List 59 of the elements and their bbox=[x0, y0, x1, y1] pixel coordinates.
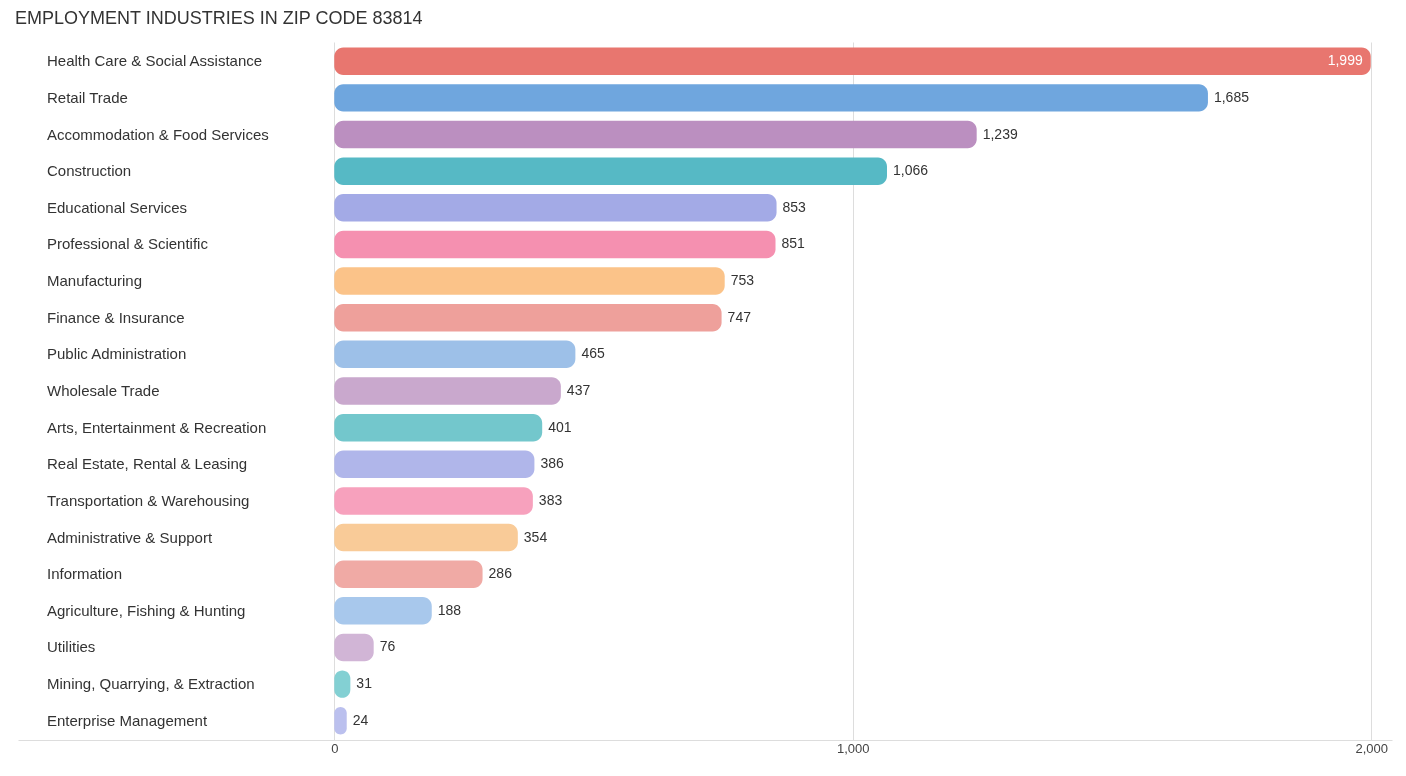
data-label: 853 bbox=[782, 198, 807, 215]
bar bbox=[334, 450, 535, 479]
data-label: 851 bbox=[781, 235, 806, 252]
bar bbox=[334, 597, 432, 625]
y-tick-label: Finance & Insurance bbox=[47, 308, 185, 326]
data-label: 31 bbox=[356, 675, 373, 692]
bar bbox=[334, 340, 576, 369]
data-label: 747 bbox=[727, 308, 752, 325]
bar bbox=[334, 267, 725, 295]
data-label: 24 bbox=[352, 711, 369, 728]
bar bbox=[334, 633, 374, 662]
y-tick-label: Accommodation & Food Services bbox=[47, 125, 269, 143]
y-tick-label: Administrative & Support bbox=[47, 528, 213, 546]
y-tick-label: Educational Services bbox=[47, 198, 188, 216]
data-label: 465 bbox=[581, 345, 605, 362]
y-tick-label: Wholesale Trade bbox=[47, 382, 160, 399]
bar bbox=[334, 84, 1208, 112]
bar bbox=[334, 194, 777, 222]
bar bbox=[334, 560, 483, 588]
data-label: 383 bbox=[538, 491, 563, 508]
data-label: 1,685 bbox=[1213, 88, 1250, 105]
y-tick-label: Professional & Scientific bbox=[47, 235, 209, 253]
y-tick-label: Arts, Entertainment & Recreation bbox=[47, 418, 267, 436]
y-tick-label: Public Administration bbox=[47, 345, 187, 363]
y-tick-label: Agriculture, Fishing & Hunting bbox=[47, 601, 246, 619]
bar bbox=[334, 303, 722, 332]
data-label: 386 bbox=[540, 455, 564, 472]
y-tick-label: Mining, Quarrying, & Extraction bbox=[47, 675, 255, 693]
data-label: 753 bbox=[730, 272, 755, 289]
y-tick-label: Retail Trade bbox=[47, 88, 128, 106]
y-tick-label: Transportation & Warehousing bbox=[47, 491, 250, 509]
data-label: 437 bbox=[566, 382, 591, 398]
bar bbox=[334, 487, 533, 515]
bar bbox=[334, 377, 561, 405]
data-label: 1,066 bbox=[892, 162, 929, 179]
y-tick-label: Enterprise Management bbox=[47, 711, 208, 729]
x-tick-label: 0 bbox=[331, 740, 339, 756]
x-tick-label: 1,000 bbox=[837, 740, 870, 756]
y-tick-label: Manufacturing bbox=[47, 272, 143, 290]
bar bbox=[334, 230, 776, 259]
chart-title: EMPLOYMENT INDUSTRIES IN ZIP CODE 83814 bbox=[15, 8, 423, 28]
data-label: 1,239 bbox=[982, 125, 1018, 142]
data-label: 1,999 bbox=[1327, 52, 1363, 69]
bar bbox=[334, 47, 1371, 75]
data-label: 401 bbox=[548, 418, 572, 435]
y-tick-label: Real Estate, Rental & Leasing bbox=[47, 455, 248, 473]
y-tick-label: Utilities bbox=[47, 638, 96, 656]
x-tick-label: 2,000 bbox=[1355, 740, 1389, 756]
y-tick-label: Health Care & Social Assistance bbox=[47, 52, 263, 70]
bar bbox=[334, 157, 887, 185]
bar bbox=[334, 523, 518, 552]
bar bbox=[334, 413, 543, 442]
data-label: 188 bbox=[437, 601, 462, 618]
y-tick-label: Information bbox=[47, 565, 123, 583]
bar bbox=[334, 120, 977, 149]
data-label: 76 bbox=[379, 638, 396, 655]
y-tick-label: Construction bbox=[47, 162, 132, 180]
data-label: 286 bbox=[488, 565, 513, 582]
data-label: 354 bbox=[523, 528, 548, 545]
